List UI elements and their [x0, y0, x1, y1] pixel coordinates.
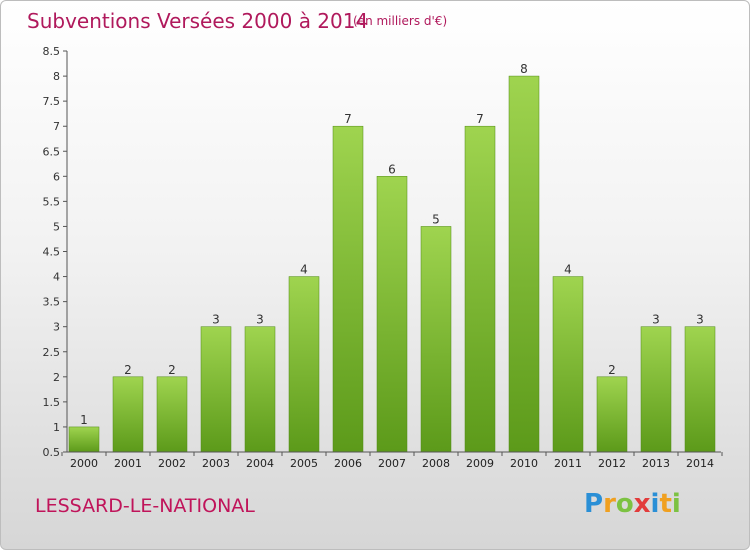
y-tick-label: 7: [53, 120, 60, 133]
bar-2008: [420, 226, 452, 453]
y-tick-label: 1.5: [43, 396, 61, 409]
location-name: LESSARD-LE-NATIONAL: [35, 495, 255, 517]
x-tick-label: 2014: [686, 457, 714, 470]
x-tick-label: 2005: [290, 457, 318, 470]
y-tick-label: 4: [53, 271, 60, 284]
bars: [68, 75, 716, 453]
y-tick-label: 8: [53, 70, 60, 83]
x-tick-label: 2000: [70, 457, 98, 470]
data-label-2005: 4: [300, 263, 308, 277]
y-tick-label: 2: [53, 371, 60, 384]
chart-unit-note: (en milliers d'€): [353, 14, 448, 28]
bar-2003: [200, 326, 232, 453]
data-label-2002: 2: [168, 363, 176, 377]
y-tick-label: 6: [53, 170, 60, 183]
bar-2014: [684, 326, 716, 453]
chart-title: Subventions Versées 2000 à 2014: [27, 9, 369, 33]
bar-2007: [376, 176, 408, 453]
bar-2001: [112, 376, 144, 453]
y-tick-label: 7.5: [43, 95, 61, 108]
data-label-2010: 8: [520, 62, 528, 76]
data-label-2014: 3: [696, 313, 704, 327]
x-tick-label: 2004: [246, 457, 274, 470]
data-label-2012: 2: [608, 363, 616, 377]
bar-2009: [464, 125, 496, 453]
bar-2005: [288, 276, 320, 453]
x-tick-label: 2001: [114, 457, 142, 470]
x-tick-label: 2008: [422, 457, 450, 470]
bar-2006: [332, 125, 364, 453]
proxiti-logo[interactable]: Proxiti: [584, 489, 681, 519]
x-tick-label: 2003: [202, 457, 230, 470]
x-axis: 2000 2001 2002 2003 2004 2005 2006 2007 2008 2009…: [61, 451, 723, 470]
y-tick-label: 0.5: [43, 446, 61, 459]
x-tick-label: 2013: [642, 457, 670, 470]
bar-2002: [156, 376, 188, 453]
bar-2000: [68, 426, 100, 453]
x-tick-label: 2007: [378, 457, 406, 470]
y-tick-label: 8.5: [43, 45, 61, 58]
data-label-2011: 4: [564, 263, 572, 277]
y-tick-label: 5: [53, 220, 60, 233]
y-tick-label: 4.5: [43, 246, 61, 259]
y-tick-label: 5.5: [43, 195, 61, 208]
data-labels: 1 2 2 3 3 4 7 6 5 7 8 4 2 3 3: [80, 62, 704, 427]
bar-2004: [244, 326, 276, 453]
y-tick-label: 2.5: [43, 346, 61, 359]
y-tick-label: 3.5: [43, 296, 61, 309]
data-label-2006: 7: [344, 112, 352, 126]
bar-2013: [640, 326, 672, 453]
x-tick-label: 2002: [158, 457, 186, 470]
data-label-2000: 1: [80, 413, 88, 427]
data-label-2001: 2: [124, 363, 132, 377]
y-tick-label: 6.5: [43, 145, 61, 158]
y-axis: 0.5 1 1.5 2 2.5 3 3.5 4 4.5 5 5.5 6 6.5 7 7.5 8 8.5: [43, 45, 68, 459]
data-label-2008: 5: [432, 212, 440, 226]
data-label-2013: 3: [652, 313, 660, 327]
data-label-2009: 7: [476, 112, 484, 126]
y-tick-label: 3: [53, 321, 60, 334]
x-tick-label: 2011: [554, 457, 582, 470]
data-label-2007: 6: [388, 162, 396, 176]
x-tick-label: 2010: [510, 457, 538, 470]
y-tick-label: 1: [53, 421, 60, 434]
x-tick-label: 2006: [334, 457, 362, 470]
x-tick-label: 2012: [598, 457, 626, 470]
data-label-2003: 3: [212, 313, 220, 327]
bar-2010: [508, 75, 540, 453]
x-tick-label: 2009: [466, 457, 494, 470]
bar-2011: [552, 276, 584, 453]
data-label-2004: 3: [256, 313, 264, 327]
bar-2012: [596, 376, 628, 453]
